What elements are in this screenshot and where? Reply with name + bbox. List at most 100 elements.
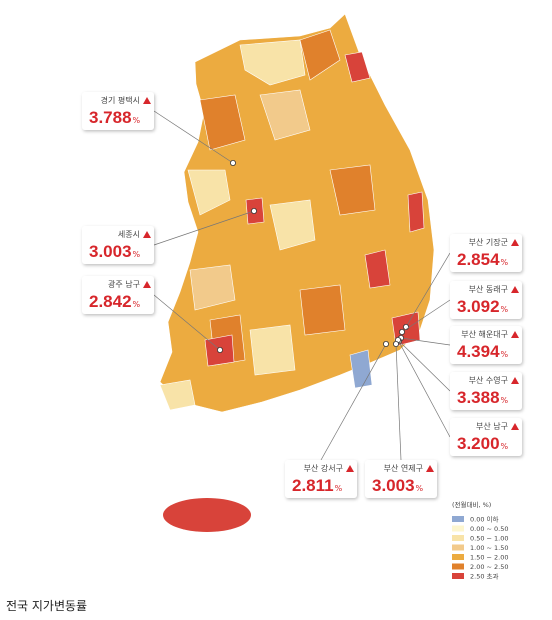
callouts: 경기 평택시 3.788 % 세종시 3.003 % 광주 남구 2.842 % 부산 기장군 2.… [82, 92, 522, 498]
legend-swatch [452, 573, 464, 579]
callout-value: 3.003 [372, 476, 415, 495]
legend-label: 1.50 ~ 2.00 [470, 554, 509, 562]
region [349, 349, 373, 389]
callout-unit: % [501, 396, 509, 405]
leader-line [395, 343, 402, 461]
callout: 부산 연제구 3.003% [365, 460, 437, 498]
legend-label: 2.00 ~ 2.50 [470, 563, 509, 571]
callout: 세종시 3.003% [82, 226, 154, 264]
up-arrow [511, 239, 519, 246]
point [402, 323, 409, 330]
callout-unit: % [335, 484, 343, 493]
jeju [163, 498, 251, 532]
leader-line [401, 299, 451, 333]
callout-unit: % [133, 116, 141, 125]
up-arrow [143, 97, 151, 104]
callout-value: 3.788 [89, 108, 132, 127]
up-arrow [426, 465, 434, 472]
legend-swatch [452, 535, 464, 541]
callout-box [450, 326, 522, 364]
up-arrow [511, 377, 519, 384]
regions [159, 29, 425, 411]
region [239, 39, 306, 86]
region [187, 169, 231, 216]
point [250, 207, 257, 214]
caption: 전국 지가변동률 [6, 599, 87, 613]
callout-name: 세종시 [118, 230, 140, 239]
callout-unit: % [501, 305, 509, 314]
region [364, 249, 391, 289]
callout-value: 3.092 [457, 297, 500, 316]
leader-line [320, 343, 387, 461]
callout-box [285, 460, 357, 498]
callout-name: 부산 강서구 [304, 463, 343, 473]
region [269, 199, 316, 251]
callout-value: 2.811 [292, 476, 334, 495]
callout-box [82, 92, 154, 130]
up-arrow [143, 281, 151, 288]
legend-label: 0.00 ~ 0.50 [470, 525, 509, 533]
point [398, 328, 405, 335]
callout-value: 3.200 [457, 434, 500, 453]
region [344, 51, 371, 83]
callout: 부산 기장군 2.854% [450, 234, 522, 272]
callout-value: 4.394 [457, 342, 500, 361]
point [392, 340, 399, 347]
callout-name: 부산 연제구 [384, 463, 423, 473]
callout-value: 3.003 [89, 242, 132, 261]
region [189, 264, 236, 311]
region [329, 164, 376, 216]
callout-value: 2.842 [89, 292, 132, 311]
region [249, 324, 296, 376]
callout-unit: % [133, 300, 141, 309]
callout: 부산 수영구 3.388% [450, 372, 522, 410]
legend: (전월대비, %) 0.00 이하0.00 ~ 0.500.50 ~ 1.001… [452, 500, 509, 581]
callout-box [450, 418, 522, 456]
callout-unit: % [133, 250, 141, 259]
callout: 부산 강서구 2.811% [285, 460, 357, 498]
legend-swatch [452, 563, 464, 570]
legend-swatch [452, 516, 464, 522]
up-arrow [511, 423, 519, 430]
callout-name: 부산 기장군 [469, 237, 508, 247]
callout-box [82, 276, 154, 314]
callout-box [365, 460, 437, 498]
callout-unit: % [501, 258, 509, 267]
legend-title: (전월대비, %) [452, 500, 491, 509]
legend-label: 1.00 ~ 1.50 [470, 544, 509, 552]
leader-line [405, 252, 451, 328]
leader-line [400, 337, 451, 346]
point [229, 159, 236, 166]
callout: 부산 남구 3.200% [450, 418, 522, 456]
leader-line [153, 294, 221, 351]
callout-value: 3.388 [457, 388, 500, 407]
callout: 부산 동래구 3.092% [450, 281, 522, 319]
region [199, 94, 246, 151]
legend-swatch [452, 525, 464, 532]
callout-value: 2.854 [457, 250, 500, 269]
up-arrow [346, 465, 354, 472]
callout-name: 부산 남구 [476, 421, 508, 431]
callout-name: 부산 수영구 [469, 375, 508, 385]
region [299, 284, 346, 336]
leader-line [153, 210, 255, 246]
callout-box [450, 372, 522, 410]
callout-name: 부산 해운대구 [461, 329, 508, 339]
callout-name: 광주 남구 [108, 279, 140, 289]
leader-line [153, 110, 234, 164]
legend-label: 0.50 ~ 1.00 [470, 535, 509, 543]
callout-unit: % [501, 350, 509, 359]
legend-swatch [452, 544, 464, 551]
up-arrow [511, 286, 519, 293]
region [299, 29, 341, 81]
callout: 부산 해운대구 4.394% [450, 326, 522, 364]
legend-label: 0.00 이하 [470, 515, 499, 524]
legend-swatch [452, 554, 464, 560]
callout-unit: % [416, 484, 424, 493]
up-arrow [143, 231, 151, 238]
callout-unit: % [501, 442, 509, 451]
leader-line [397, 339, 451, 438]
callout-name: 부산 동래구 [469, 284, 508, 294]
point [216, 346, 223, 353]
